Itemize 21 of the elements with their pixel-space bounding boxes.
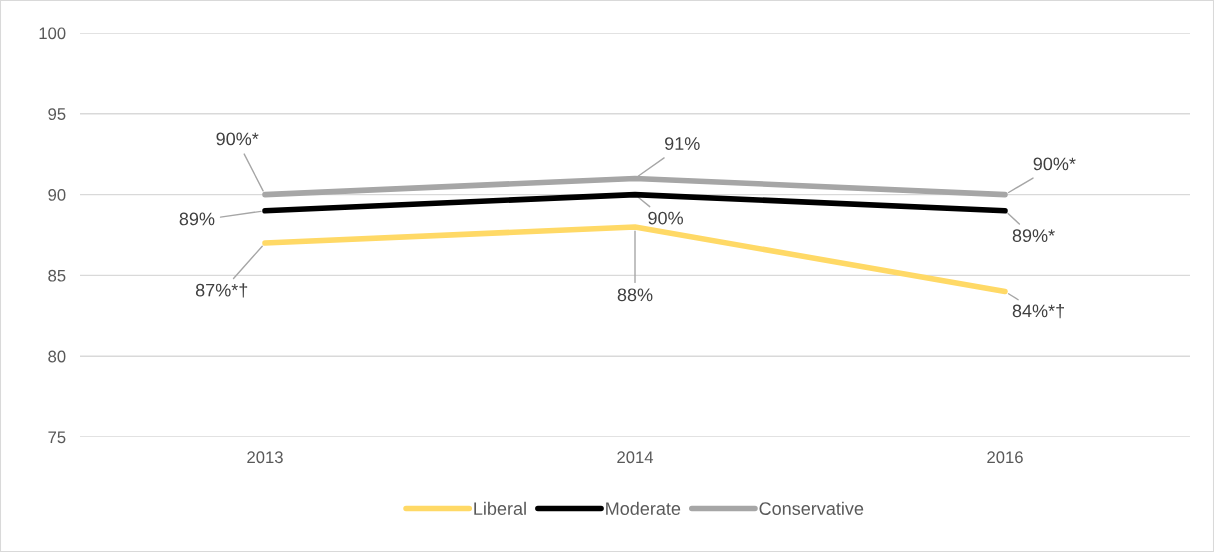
- data-label: 91%: [665, 137, 700, 150]
- legend-label: Moderate: [606, 501, 681, 515]
- data-label: 89%*: [1012, 229, 1055, 242]
- data-label: 90%: [648, 211, 683, 225]
- data-label: 88%: [617, 288, 653, 302]
- data-label: 89%: [179, 212, 215, 226]
- x-tick-label: 2013: [247, 451, 283, 464]
- x-tick-label: 2016: [987, 451, 1023, 464]
- y-tick-label: 100: [39, 27, 66, 40]
- data-label: 90%*: [216, 132, 259, 146]
- x-tick-label: 2014: [617, 451, 654, 464]
- y-tick-label: 85: [48, 269, 66, 282]
- data-label: 90%*: [1033, 157, 1076, 171]
- y-tick-label: 95: [48, 108, 66, 120]
- data-label: 84%*†: [1012, 303, 1064, 319]
- y-tick-label: 75: [48, 431, 66, 444]
- y-tick-label: 90: [48, 189, 66, 201]
- y-tick-label: 80: [48, 350, 66, 363]
- data-label: 87%*†: [195, 283, 248, 298]
- legend-label: Liberal: [474, 501, 526, 515]
- legend-label: Conservative: [759, 501, 864, 515]
